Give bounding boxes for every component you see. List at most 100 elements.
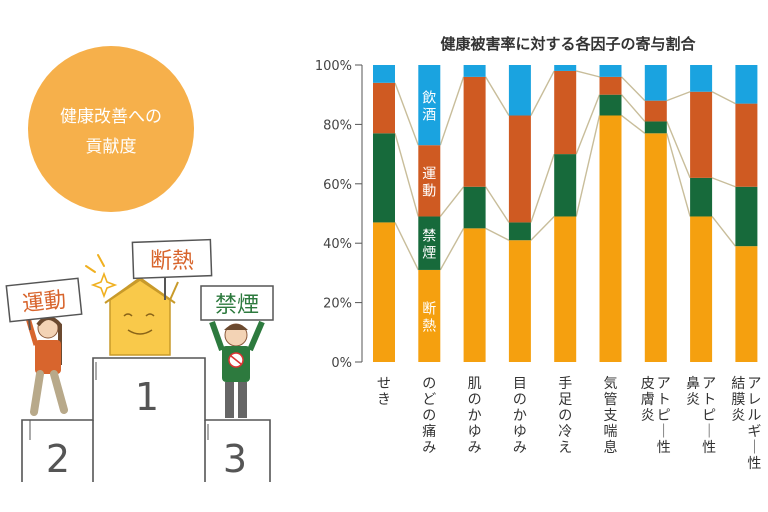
x-tick-label: み	[513, 440, 527, 456]
y-tick-label: 20%	[323, 297, 352, 312]
bar-segment	[735, 65, 758, 104]
connector-line	[485, 227, 510, 241]
bar-segment	[418, 65, 441, 146]
y-tick-label: 80%	[323, 118, 352, 133]
sign-first-place: 断熱	[131, 238, 213, 300]
contribution-circle	[28, 46, 194, 212]
connector-line	[666, 133, 691, 217]
in-bar-label: 酒	[422, 108, 436, 124]
x-tick-label: 足	[558, 392, 572, 408]
x-tick-label: せ	[377, 376, 391, 392]
connector-line	[439, 186, 465, 217]
connector-line	[711, 91, 736, 105]
x-tick-label: ル	[747, 408, 761, 424]
bar-segment	[644, 121, 667, 134]
x-tick-label: ピ	[702, 408, 716, 424]
connector-line	[666, 91, 691, 102]
bar-segment	[508, 222, 531, 241]
x-tick-label: ア	[702, 376, 716, 392]
x-tick-label: 炎	[731, 408, 745, 424]
bar-segment	[373, 222, 395, 362]
x-tick-label: ど	[422, 392, 436, 408]
connector-line	[485, 76, 510, 116]
x-tick-label: レ	[747, 392, 761, 408]
x-tick-label: 息	[604, 439, 618, 456]
x-tick-label: 冷	[558, 424, 572, 440]
x-tick-label: 手	[558, 376, 572, 392]
connector-line	[394, 82, 419, 146]
x-axis-labels: せきのどの痛み肌のかゆみ目のかゆみ手足の冷え気管支喘息アトピ｜性皮膚炎アトピ｜性…	[377, 375, 761, 472]
x-tick-label: の	[513, 392, 527, 408]
x-tick-label: き	[377, 392, 391, 408]
x-tick-label: ギ	[747, 424, 761, 440]
x-tick-label: 膜	[731, 392, 745, 408]
x-tick-label: 支	[604, 408, 618, 424]
x-tick-label: 皮	[641, 376, 655, 392]
bar-segment	[735, 246, 758, 362]
y-axis: 0% 20% 40% 60% 80% 100%	[315, 59, 363, 371]
bar-segment	[690, 177, 713, 217]
bar-segment	[690, 216, 713, 362]
x-tick-label: み	[422, 440, 436, 456]
bar-segment	[508, 115, 531, 223]
bar-segment	[508, 240, 531, 362]
x-tick-label: の	[558, 408, 572, 424]
bar-segment	[599, 94, 622, 116]
bar-segment	[463, 228, 486, 362]
bar-segment	[690, 91, 713, 178]
in-bar-label: 断	[422, 301, 436, 317]
x-tick-label: ｜	[657, 424, 671, 440]
x-tick-label: ｜	[747, 440, 761, 456]
connector-line	[621, 114, 646, 134]
circle-title-line2: 貢献度	[86, 137, 137, 157]
connector-line	[485, 186, 510, 223]
podium-illustration: 健康改善への 貢献度 1 2 3 断熱	[5, 46, 274, 482]
podium-number-1: 1	[135, 375, 159, 419]
bar-segment	[463, 65, 486, 77]
x-tick-label: 炎	[641, 408, 655, 424]
bar-segment	[554, 216, 577, 362]
connector-lines	[394, 70, 736, 271]
in-bar-label: 煙	[422, 246, 436, 262]
bar-segment	[373, 65, 395, 83]
sparkle-star-icon	[90, 271, 118, 299]
podium-number-2: 2	[46, 437, 70, 481]
in-bar-label: 飲	[422, 91, 436, 107]
connector-line	[530, 153, 555, 223]
in-bar-label: 熱	[422, 318, 436, 334]
bar-segment	[508, 65, 531, 116]
x-tick-label: か	[513, 408, 527, 424]
person-third-place	[209, 320, 265, 418]
sign-third-place: 運動	[5, 277, 83, 331]
y-tick-label: 40%	[323, 237, 352, 252]
podium-number-3: 3	[223, 437, 247, 481]
podium	[21, 357, 271, 482]
x-tick-label: 炎	[686, 392, 700, 408]
connector-line	[394, 133, 419, 217]
connector-line	[439, 228, 465, 271]
x-tick-label: 痛	[422, 423, 436, 440]
bar-segment	[644, 100, 667, 122]
sign-second-place: 禁煙	[200, 285, 274, 321]
x-tick-label: 鼻	[686, 375, 700, 392]
y-tick-label: 0%	[331, 356, 352, 371]
x-tick-label: え	[558, 440, 572, 456]
connector-line	[620, 94, 646, 122]
x-tick-label: 性	[657, 440, 671, 456]
x-tick-label: ア	[747, 376, 761, 392]
bar-segment	[554, 154, 577, 217]
bar-segment	[644, 65, 667, 101]
bar-segment	[463, 186, 486, 229]
x-tick-label: 喘	[604, 423, 618, 440]
x-tick-label: ア	[657, 376, 671, 392]
chart-title: 健康被害率に対する各因子の寄与割合	[440, 35, 696, 53]
bar-segment	[418, 269, 441, 362]
in-bar-label: 運	[422, 166, 436, 182]
bar-segment	[418, 216, 441, 270]
x-tick-label: 肌	[468, 376, 482, 392]
person-second-place	[25, 316, 68, 416]
bar-segment	[735, 186, 758, 247]
connector-line	[575, 115, 601, 217]
x-tick-label: ゆ	[468, 424, 482, 440]
